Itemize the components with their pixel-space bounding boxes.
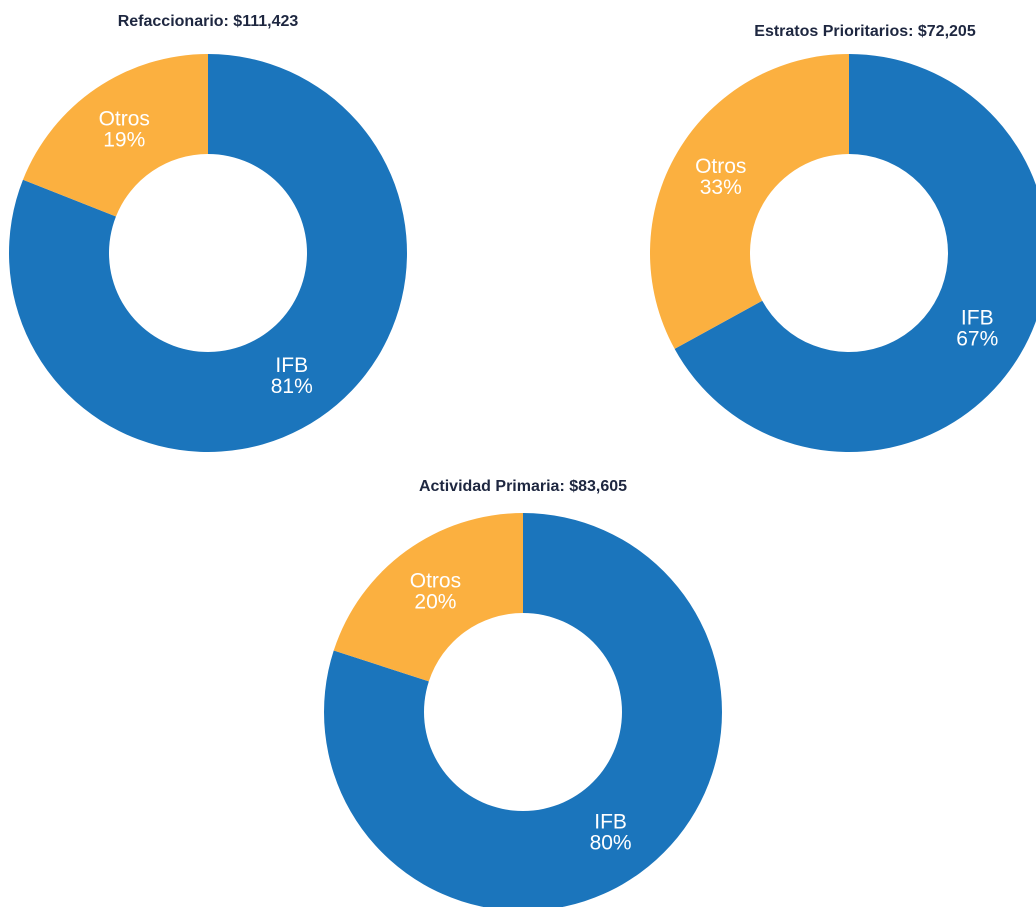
donut-slice bbox=[22, 54, 208, 217]
slice-value: 19% bbox=[103, 129, 145, 152]
donut-slice bbox=[674, 54, 1036, 452]
slice-label: IFB 81% bbox=[271, 354, 313, 398]
slice-value: 20% bbox=[414, 590, 456, 613]
slice-name: IFB bbox=[275, 354, 308, 377]
donut-slice bbox=[324, 513, 722, 907]
chart-title: Actividad Primaria: $83,605 bbox=[419, 478, 627, 495]
chart-title: Estratos Prioritarios: $72,205 bbox=[754, 23, 976, 40]
slice-name: Otros bbox=[410, 569, 461, 592]
slice-value: 81% bbox=[271, 375, 313, 398]
slice-label: Otros 19% bbox=[99, 108, 150, 152]
donut-slice bbox=[8, 54, 408, 453]
slice-value: 80% bbox=[590, 831, 632, 854]
donut-chart: IFB 67% Otros 33% Estratos Prioritarios: $72… bbox=[650, 23, 1036, 452]
donut-slice bbox=[333, 513, 523, 682]
slice-value: 67% bbox=[956, 328, 998, 351]
donut-chart: IFB 81% Otros 19% Refaccionario: $111,423 bbox=[8, 13, 408, 453]
slice-value: 33% bbox=[700, 176, 742, 199]
donut-slice bbox=[650, 54, 849, 349]
slice-name: Otros bbox=[99, 108, 150, 131]
slice-label: IFB 80% bbox=[590, 810, 632, 854]
slice-name: IFB bbox=[594, 810, 627, 833]
slice-label: IFB 67% bbox=[956, 307, 998, 351]
donut-chart: IFB 80% Otros 20% Actividad Primaria: $83,60… bbox=[324, 478, 722, 907]
slice-label: Otros 20% bbox=[410, 569, 461, 613]
slice-label: Otros 33% bbox=[695, 155, 746, 199]
slice-name: Otros bbox=[695, 155, 746, 178]
chart-title: Refaccionario: $111,423 bbox=[118, 13, 299, 30]
slice-name: IFB bbox=[961, 307, 994, 330]
